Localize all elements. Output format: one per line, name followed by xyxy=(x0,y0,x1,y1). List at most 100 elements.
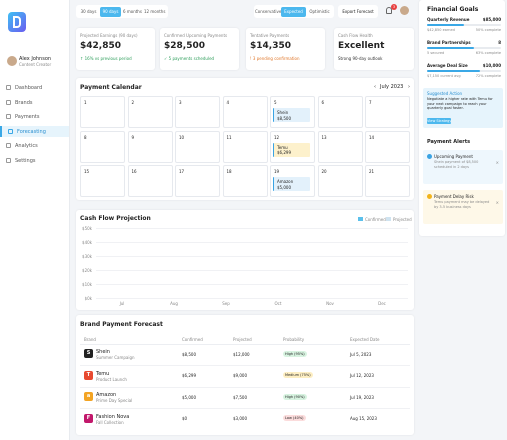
goal-percent: 72% complete xyxy=(475,74,501,78)
projected-amount: $9,000 xyxy=(233,373,247,378)
calendar-event[interactable]: Shein $8,500 xyxy=(273,108,310,122)
event-brand: Temu xyxy=(277,144,288,150)
calendar-day[interactable]: 14 xyxy=(365,130,410,163)
alert-text: Shein payment of $8,500 scheduled in 2 d… xyxy=(434,160,479,169)
scenario-tab[interactable]: Optimistic xyxy=(309,8,330,14)
calendar-event[interactable]: Amazon $5,000 xyxy=(273,177,310,191)
calendar-day[interactable]: 18 xyxy=(222,165,268,197)
card-note: ✓ 5 payments scheduled xyxy=(164,56,215,61)
nav-item[interactable]: Dashboard xyxy=(0,82,69,93)
sidebar xyxy=(0,0,70,440)
day-number: 16 xyxy=(131,169,137,174)
calendar-day[interactable]: 3 xyxy=(175,96,220,128)
nav-icon xyxy=(6,114,11,119)
event-brand: Amazon xyxy=(277,179,294,184)
calendar-day[interactable]: 5 Shein $8,500 xyxy=(270,96,315,128)
confirmed-amount: $6,299 xyxy=(182,373,196,378)
calendar-day[interactable]: 19 Amazon $5,000 xyxy=(270,165,315,197)
calendar-day[interactable]: 13 xyxy=(317,130,363,163)
calendar-day[interactable]: 1 xyxy=(80,96,125,128)
legend-label: Confirmed xyxy=(365,216,386,222)
grid-line xyxy=(96,228,408,229)
brand-name: Shein xyxy=(96,349,110,355)
day-number: 2 xyxy=(131,100,135,105)
calendar-day[interactable]: 12 Temu $6,299 xyxy=(270,130,315,163)
cashflow-title: Cash Flow Projection xyxy=(80,215,151,222)
y-axis-label: $40k xyxy=(82,240,92,245)
y-axis-label: $20k xyxy=(82,268,92,273)
card-note: Strong 90-day outlook xyxy=(338,56,383,61)
row-rule xyxy=(80,408,410,409)
nav-item[interactable]: Brands xyxy=(0,97,69,108)
logo xyxy=(8,12,26,32)
summary-card: Cash Flow Health Excellent Strong 90-day o… xyxy=(334,28,414,70)
calendar-day[interactable]: 17 xyxy=(175,165,220,197)
calendar-day[interactable]: 2 xyxy=(127,96,173,128)
nav-item[interactable]: Forecasting xyxy=(0,125,69,137)
day-number: 4 xyxy=(226,100,230,105)
forecast-panel: Brand Payment Forecast Brand Confirmed Proj… xyxy=(76,315,414,435)
x-axis-label: Sep xyxy=(222,301,230,306)
user-avatar[interactable] xyxy=(400,6,409,15)
cashflow-panel: Cash Flow Projection Confirmed Projected $5… xyxy=(76,210,414,310)
alert-close[interactable]: × xyxy=(495,200,499,205)
card-note: ! 3 pending confirmation xyxy=(250,56,300,61)
nav-item[interactable]: Analytics xyxy=(0,140,69,151)
calendar-day[interactable]: 20 xyxy=(317,165,363,197)
x-axis-label: Dec xyxy=(378,301,386,306)
bell[interactable] xyxy=(386,7,392,14)
goal-target: $10,000 xyxy=(482,63,501,68)
grid-line xyxy=(96,298,408,299)
nav-icon xyxy=(8,128,13,134)
calendar-day[interactable]: 4 xyxy=(222,96,268,128)
calendar-day[interactable]: 15 xyxy=(80,165,125,197)
x-axis-label: Aug xyxy=(170,301,178,306)
day-number: 21 xyxy=(369,169,375,174)
goal-percent: 63% complete xyxy=(475,51,501,55)
column-header: Probability xyxy=(283,337,305,342)
calendar-day[interactable]: 9 xyxy=(127,130,173,163)
calendar-day[interactable]: 7 xyxy=(365,96,410,128)
expected-date: Jul 12, 2023 xyxy=(350,373,374,378)
calendar-day[interactable]: 6 xyxy=(317,96,363,128)
brand-logo: F xyxy=(84,413,93,423)
legend-swatch xyxy=(358,217,363,221)
alert-close[interactable]: × xyxy=(495,160,499,165)
period-tab[interactable]: 12 months xyxy=(144,8,166,14)
calendar-day[interactable]: 21 xyxy=(365,165,410,197)
scenario-tab[interactable]: Conservative xyxy=(255,8,282,14)
nav-item[interactable]: Payments xyxy=(0,111,69,122)
period-tab[interactable]: 30 days xyxy=(80,8,97,14)
column-header: Brand xyxy=(84,337,96,342)
calendar-day[interactable]: 10 xyxy=(175,130,220,163)
alert-title: Payment Delay Risk xyxy=(434,194,474,199)
calendar-day[interactable]: 11 xyxy=(222,130,268,163)
nav-item[interactable]: Settings xyxy=(0,155,69,166)
export-button[interactable]: Export Forecast xyxy=(338,5,378,18)
suggestion-button[interactable]: View Strategy xyxy=(427,118,452,124)
day-number: 1 xyxy=(84,100,87,105)
grid-line xyxy=(96,242,408,243)
nav-label: Settings xyxy=(15,157,36,164)
calendar-event[interactable]: Temu $6,299 xyxy=(273,142,310,157)
calendar-day[interactable]: 16 xyxy=(127,165,173,197)
scenario-tab[interactable]: Expected xyxy=(281,6,306,17)
period-tab[interactable]: 6 months xyxy=(123,8,142,14)
probability-pill: Low (40%) xyxy=(283,415,306,421)
nav-label: Forecasting xyxy=(17,128,46,135)
month-next[interactable]: › xyxy=(408,84,410,90)
card-note: ↑ 16% vs previous period xyxy=(80,56,132,61)
y-axis-label: $0k xyxy=(84,296,92,301)
day-number: 14 xyxy=(369,134,375,140)
summary-card: Tentative Payments $14,350 ! 3 pending con… xyxy=(246,28,325,70)
period-tab[interactable]: 90 days xyxy=(100,6,121,17)
day-number: 8 xyxy=(84,134,87,140)
nav-icon xyxy=(6,85,11,90)
expected-date: Aug 15, 2023 xyxy=(350,416,377,421)
calendar-day[interactable]: 8 xyxy=(80,130,125,163)
month-prev[interactable]: ‹ xyxy=(374,84,376,90)
x-axis-label: Jul xyxy=(119,301,125,306)
avatar xyxy=(7,56,17,66)
